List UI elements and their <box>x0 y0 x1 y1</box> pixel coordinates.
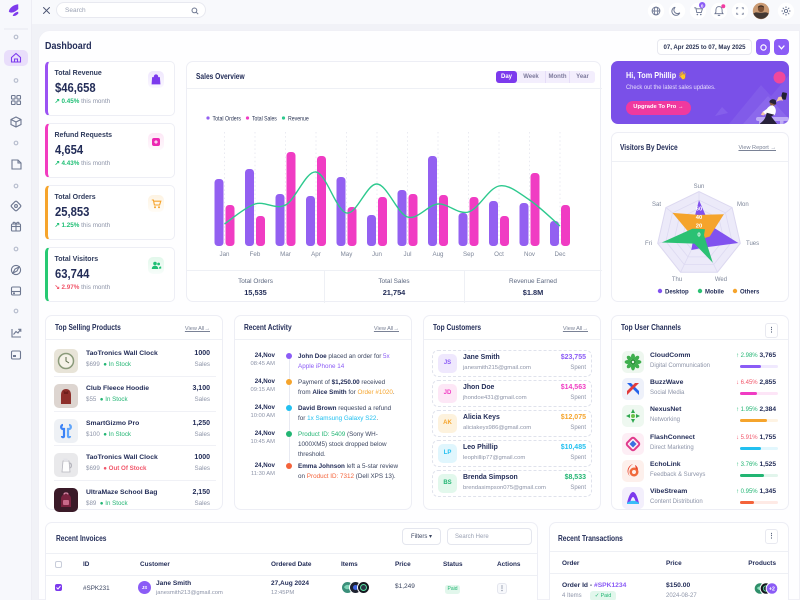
svg-text:Desktop: Desktop <box>665 290 689 296</box>
svg-text:Apr: Apr <box>311 251 321 258</box>
svg-text:Total Orders: Total Orders <box>213 115 242 122</box>
svg-text:Mar: Mar <box>280 251 291 258</box>
svg-text:Sun: Sun <box>694 184 705 190</box>
svg-text:May: May <box>341 251 354 258</box>
svg-text:Revenue: Revenue <box>288 115 309 122</box>
svg-text:Oct: Oct <box>494 251 504 258</box>
svg-text:Feb: Feb <box>250 251 261 258</box>
svg-text:Wed: Wed <box>715 277 727 283</box>
svg-text:Sat: Sat <box>652 202 661 208</box>
svg-text:20: 20 <box>696 224 702 230</box>
svg-text:Fri: Fri <box>645 241 652 247</box>
svg-text:Aug: Aug <box>432 251 444 258</box>
svg-text:Thu: Thu <box>672 277 682 283</box>
svg-text:0: 0 <box>697 233 700 239</box>
svg-text:Nov: Nov <box>524 251 536 258</box>
svg-text:Mobile: Mobile <box>705 290 725 296</box>
svg-text:Dec: Dec <box>554 251 565 258</box>
svg-text:Others: Others <box>740 290 760 296</box>
svg-text:Jun: Jun <box>372 251 383 258</box>
svg-text:Sep: Sep <box>463 251 475 258</box>
svg-text:Mon: Mon <box>737 202 749 208</box>
svg-text:Jan: Jan <box>220 251 231 258</box>
svg-text:60: 60 <box>696 207 702 213</box>
svg-text:0: 0 <box>701 3 704 8</box>
svg-text:40: 40 <box>696 215 702 221</box>
svg-text:Tues: Tues <box>746 241 759 247</box>
svg-text:Total Sales: Total Sales <box>252 115 277 122</box>
svg-text:+2: +2 <box>769 587 775 593</box>
svg-text:Jul: Jul <box>404 251 412 258</box>
